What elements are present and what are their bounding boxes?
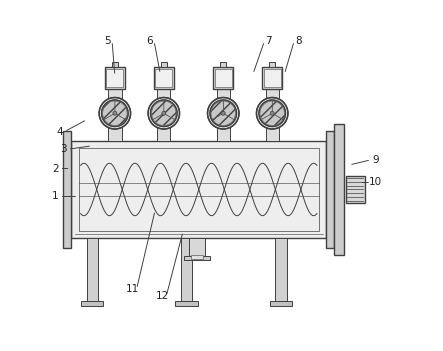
- Bar: [79, 148, 319, 231]
- Circle shape: [113, 111, 117, 115]
- Wedge shape: [164, 101, 176, 119]
- Text: 1: 1: [52, 192, 59, 201]
- Bar: [108, 127, 121, 140]
- Bar: [154, 67, 174, 89]
- Text: 9: 9: [372, 155, 379, 165]
- Bar: [106, 69, 123, 87]
- Text: 6: 6: [147, 36, 153, 46]
- Text: 5: 5: [105, 36, 111, 46]
- Bar: [326, 131, 334, 248]
- Bar: [217, 89, 230, 98]
- Bar: [213, 67, 233, 89]
- Text: 8: 8: [295, 36, 302, 46]
- Bar: [265, 127, 279, 140]
- Bar: [221, 61, 226, 67]
- Bar: [262, 67, 282, 89]
- Bar: [346, 176, 365, 204]
- Bar: [155, 69, 172, 87]
- Bar: [157, 89, 171, 98]
- Wedge shape: [104, 113, 125, 126]
- Bar: [265, 89, 279, 98]
- Wedge shape: [153, 113, 175, 126]
- Bar: [81, 302, 103, 306]
- Text: 10: 10: [369, 178, 382, 187]
- Bar: [175, 302, 198, 306]
- Circle shape: [210, 100, 237, 127]
- Circle shape: [162, 111, 166, 115]
- Bar: [184, 256, 210, 260]
- Text: 11: 11: [126, 284, 139, 294]
- Circle shape: [148, 98, 179, 129]
- Bar: [191, 255, 202, 259]
- Circle shape: [270, 111, 274, 115]
- Bar: [105, 67, 125, 89]
- Text: 3: 3: [60, 144, 67, 154]
- Circle shape: [99, 98, 131, 129]
- Bar: [217, 127, 230, 140]
- Wedge shape: [152, 101, 164, 119]
- Wedge shape: [223, 101, 236, 119]
- Bar: [86, 238, 98, 302]
- Wedge shape: [103, 101, 115, 119]
- Text: 7: 7: [265, 36, 272, 46]
- Bar: [63, 131, 71, 248]
- Circle shape: [151, 100, 177, 127]
- Circle shape: [256, 98, 288, 129]
- Wedge shape: [272, 101, 284, 119]
- Wedge shape: [262, 113, 283, 126]
- Circle shape: [259, 100, 285, 127]
- Text: 12: 12: [155, 291, 169, 301]
- Text: 4: 4: [57, 127, 63, 137]
- Bar: [108, 89, 121, 98]
- Bar: [189, 238, 206, 256]
- Bar: [269, 61, 275, 67]
- Wedge shape: [213, 113, 234, 126]
- Bar: [276, 238, 287, 302]
- Bar: [157, 127, 171, 140]
- Bar: [161, 61, 167, 67]
- Bar: [334, 124, 344, 255]
- Bar: [270, 302, 292, 306]
- Bar: [264, 69, 280, 87]
- Wedge shape: [115, 101, 127, 119]
- Circle shape: [207, 98, 239, 129]
- Circle shape: [221, 111, 225, 115]
- Bar: [215, 69, 232, 87]
- Circle shape: [101, 100, 128, 127]
- Bar: [112, 61, 118, 67]
- Bar: [71, 140, 326, 238]
- Wedge shape: [211, 101, 223, 119]
- Wedge shape: [260, 101, 272, 119]
- Text: 2: 2: [52, 164, 59, 173]
- Bar: [181, 238, 192, 302]
